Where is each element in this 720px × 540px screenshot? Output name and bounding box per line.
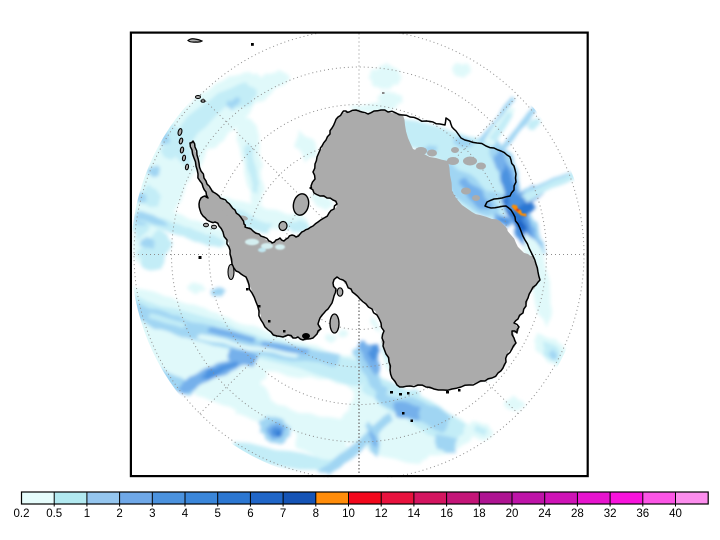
svg-text:2: 2: [116, 508, 122, 520]
svg-text:8: 8: [313, 508, 319, 520]
svg-text:4: 4: [182, 508, 189, 520]
svg-text:40: 40: [669, 508, 682, 520]
svg-text:7: 7: [280, 508, 286, 520]
svg-text:5: 5: [214, 508, 220, 520]
svg-text:14: 14: [408, 508, 421, 520]
svg-text:16: 16: [440, 508, 453, 520]
svg-text:24: 24: [538, 508, 551, 520]
svg-text:32: 32: [604, 508, 617, 520]
svg-text:20: 20: [506, 508, 519, 520]
svg-text:1: 1: [84, 508, 90, 520]
svg-text:3: 3: [149, 508, 155, 520]
svg-text:0.2: 0.2: [14, 508, 30, 520]
svg-text:36: 36: [636, 508, 649, 520]
svg-text:6: 6: [247, 508, 253, 520]
svg-text:28: 28: [571, 508, 584, 520]
svg-text:12: 12: [375, 508, 388, 520]
svg-text:10: 10: [342, 508, 355, 520]
svg-text:18: 18: [473, 508, 486, 520]
svg-text:0.5: 0.5: [46, 508, 62, 520]
